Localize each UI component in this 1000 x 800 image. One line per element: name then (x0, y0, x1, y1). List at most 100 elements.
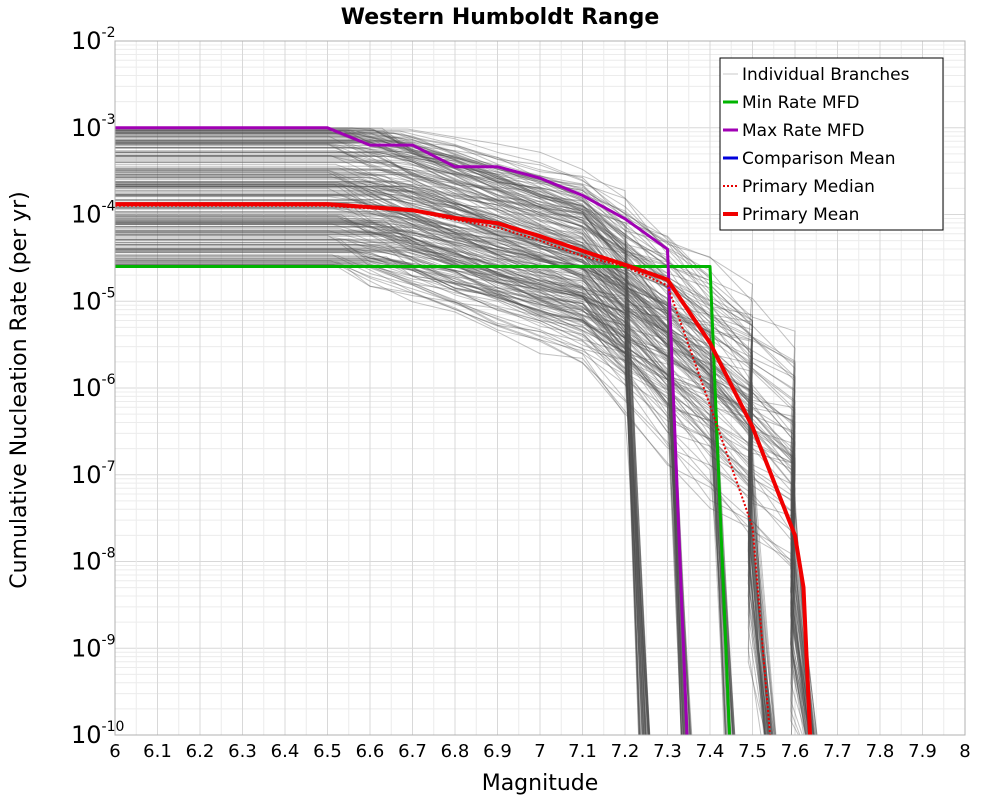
x-tick-label: 6.8 (441, 741, 470, 762)
branch-line (115, 127, 812, 735)
branch-line (115, 130, 775, 735)
branch-line (115, 174, 767, 735)
branch-line (115, 247, 647, 735)
branch-line (115, 231, 771, 735)
branch-line (115, 193, 687, 735)
series-line-primary-mean (115, 202, 813, 735)
branch-line (115, 155, 640, 735)
branch-line (115, 142, 736, 735)
branch-line (115, 215, 813, 735)
branch-line (115, 184, 808, 735)
branch-line (115, 238, 686, 735)
branch-line (115, 239, 641, 735)
branch-line (115, 249, 643, 735)
x-tick-label: 7.4 (696, 741, 725, 762)
branch-line (115, 130, 735, 735)
branch-line (115, 193, 691, 735)
branch-line (115, 234, 769, 735)
y-tick-label: 10-2 (71, 25, 116, 55)
y-tick-label: 10-4 (71, 199, 116, 229)
branch-line (115, 226, 684, 735)
branch-line (115, 219, 813, 735)
branch-line (115, 181, 766, 735)
branch-line (115, 134, 769, 735)
branch-line (115, 247, 768, 735)
branch-line (115, 259, 647, 735)
branch-line (115, 139, 810, 735)
branch-line (115, 207, 650, 735)
legend-label: Max Rate MFD (742, 121, 864, 141)
branch-line (115, 201, 766, 735)
branch-line (115, 147, 811, 735)
y-tick-label: 10-9 (71, 632, 116, 662)
branch-line (115, 143, 773, 735)
branch-line (115, 222, 641, 735)
branch-line (115, 244, 766, 735)
branch-line (115, 226, 729, 735)
branch-line (115, 223, 812, 735)
x-tick-label: 6.4 (271, 741, 300, 762)
x-tick-label: 6.3 (228, 741, 257, 762)
branch-line (115, 224, 808, 735)
branch-line (115, 130, 769, 735)
branch-line (115, 170, 814, 735)
branch-line (115, 226, 818, 735)
branch-line (115, 152, 651, 735)
branch-line (115, 142, 644, 735)
branch-line (115, 170, 734, 735)
branch-line (115, 214, 688, 735)
branch-line (115, 132, 812, 735)
legend-label: Individual Branches (742, 65, 910, 85)
branch-line (115, 215, 641, 735)
branch-line (115, 143, 645, 735)
branch-line (115, 232, 651, 735)
branch-line (115, 141, 816, 735)
branch-line (115, 186, 729, 735)
x-tick-label: 6 (109, 741, 120, 762)
branch-line (115, 182, 811, 735)
y-tick-label: 10-6 (71, 372, 116, 402)
branch-line (115, 207, 814, 735)
branch-line (115, 161, 736, 735)
branch-line (115, 208, 766, 735)
x-tick-label: 7.2 (611, 741, 640, 762)
branch-line (115, 174, 647, 735)
legend-box (719, 57, 944, 231)
branch-line (115, 144, 648, 735)
branch-line (115, 180, 735, 735)
branch-line (115, 245, 645, 735)
branch-line (115, 137, 767, 735)
branch-line (115, 139, 686, 735)
branch-line (115, 230, 641, 735)
branch-line (115, 176, 646, 735)
branch-line (115, 245, 651, 735)
branch-line (115, 169, 736, 735)
branch-line (115, 265, 808, 735)
branch-line (115, 183, 731, 735)
branch-line (115, 252, 650, 735)
x-axis-label: Magnitude (482, 771, 599, 796)
branch-line (115, 130, 815, 735)
branch-line (115, 174, 809, 735)
x-tick-label: 7.7 (823, 741, 852, 762)
branch-line (115, 217, 770, 735)
branch-line (115, 202, 770, 735)
branch-line (115, 162, 685, 735)
branch-line (115, 159, 691, 735)
branch-line (115, 211, 728, 735)
branch-line (115, 219, 728, 735)
legend-label: Primary Median (742, 177, 875, 197)
branch-line (115, 183, 643, 735)
branch-line (115, 178, 815, 735)
branch-line (115, 185, 765, 735)
x-tick-label: 6.9 (483, 741, 512, 762)
y-tick-label: 10-8 (71, 546, 116, 576)
branch-line (115, 264, 809, 735)
series-line-primary-median (115, 204, 772, 735)
y-tick-label: 10-10 (71, 719, 124, 749)
branch-line (115, 136, 730, 735)
branch-line (115, 261, 796, 735)
branch-line (115, 155, 810, 735)
branch-line (115, 183, 650, 735)
